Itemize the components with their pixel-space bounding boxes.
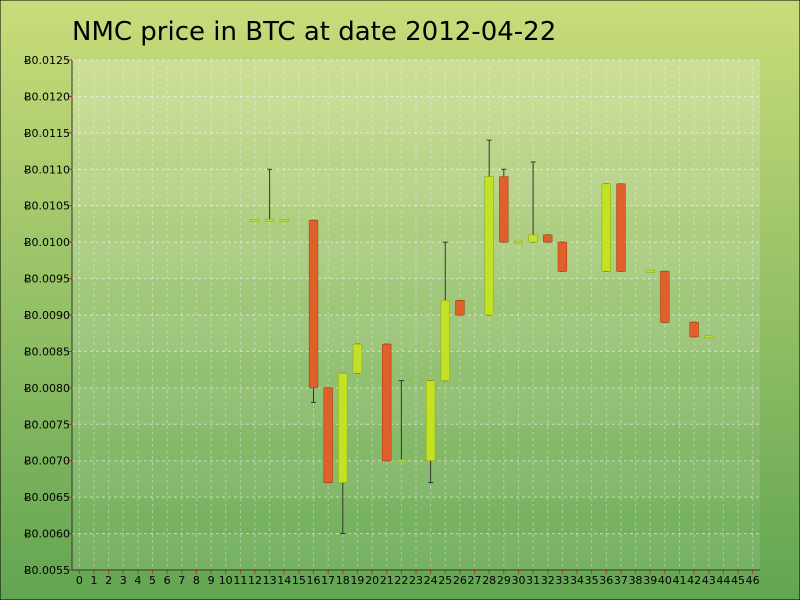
x-tick-label: 20 [365,574,379,587]
y-tick-label: Ƀ0.0085 [24,345,70,358]
x-tick-label: 33 [555,574,569,587]
x-tick-label: 18 [336,574,350,587]
x-tick-label: 32 [541,574,555,587]
candle-body-up [425,380,436,462]
x-tick-label: 0 [76,574,83,587]
x-tick-label: 5 [149,574,156,587]
candle-body-up [440,300,450,381]
candle-body-up [264,218,275,222]
candle-body-down [616,183,626,272]
candle-body-up [704,335,714,339]
plot-area: Ƀ0.0055 Ƀ0.0060 Ƀ0.0065 Ƀ0.0070 Ƀ0.0075 Ƀ0.00… [24,54,760,587]
x-tick-label: 3 [120,574,127,587]
x-tick-label: 27 [468,574,482,587]
x-tick-label: 1 [90,574,97,587]
x-tick-label: 2 [105,574,112,587]
candle-body-up [601,183,611,272]
grid-band [72,533,760,570]
candle-body-down [660,270,670,323]
x-tick-label: 7 [178,574,185,587]
x-tick-label: 42 [687,574,701,587]
x-tick-label: 44 [716,574,730,587]
candle-body-down [543,234,553,243]
candle-body-up [645,269,655,273]
x-tick-label: 14 [277,574,291,587]
candle-body-up [338,372,348,483]
x-tick-label: 35 [585,574,599,587]
x-tick-label: 8 [193,574,200,587]
candle-body-down [308,219,319,389]
x-tick-label: 40 [658,574,672,587]
y-tick-label: Ƀ0.0120 [24,90,70,103]
x-tick-label: 46 [746,574,760,587]
y-tick-label: Ƀ0.0115 [24,127,70,140]
x-tick-label: 37 [614,574,628,587]
x-tick-label: 36 [599,574,613,587]
x-tick-label: 28 [482,574,496,587]
x-tick-label: 45 [731,574,745,587]
x-tick-label: 34 [570,574,584,587]
x-tick-label: 41 [672,574,686,587]
candle-body-down [323,387,333,483]
x-tick-label: 21 [380,574,394,587]
grid-band [72,169,760,206]
candle-body-down [499,176,509,243]
candle-body-up [513,240,524,244]
x-tick-label: 43 [702,574,716,587]
grid-band [72,242,760,279]
y-tick-label: Ƀ0.0065 [24,491,70,504]
y-tick-label: Ƀ0.0100 [24,236,70,249]
candle-body-down [689,321,699,338]
x-tick-label: 23 [409,574,423,587]
x-tick-label: 6 [164,574,171,587]
x-tick-label: 9 [208,574,215,587]
y-tick-label: Ƀ0.0080 [24,382,70,395]
x-tick-label: 13 [263,574,277,587]
grid-band [72,460,760,498]
x-tick-label: 4 [134,574,141,587]
x-tick-label: 15 [292,574,306,587]
candle-body-up [279,218,289,222]
x-tick-label: 19 [350,574,364,587]
chart-title: NMC price in BTC at date 2012-04-22 [72,17,556,47]
x-tick-label: 10 [219,574,233,587]
y-tick-label: Ƀ0.0125 [24,54,70,67]
y-tick-label: Ƀ0.0070 [24,455,70,468]
y-tick-label: Ƀ0.0055 [24,564,70,577]
x-tick-label: 31 [526,574,540,587]
y-tick-label: Ƀ0.0090 [24,309,70,322]
grid-band [72,96,760,133]
candle-body-up [528,234,538,243]
candle-body-up [484,176,494,316]
candle-body-down [557,241,568,272]
candle-body-up [250,218,260,222]
x-tick-label: 39 [643,574,657,587]
x-tick-label: 30 [511,574,525,587]
y-tick-label: Ƀ0.0105 [24,200,70,213]
x-tick-label: 26 [453,574,467,587]
candle-body-down [455,300,465,316]
y-tick-label: Ƀ0.0075 [24,418,70,431]
x-tick-label: 22 [394,574,408,587]
candle-body-up [396,459,407,463]
x-tick-label: 24 [424,574,438,587]
y-tick-label: Ƀ0.0060 [24,528,70,541]
x-tick-label: 38 [629,574,643,587]
candle-body-down [382,343,392,462]
x-tick-label: 29 [497,574,511,587]
y-tick-label: Ƀ0.0110 [24,163,70,176]
candle-body-up [352,343,363,374]
x-tick-label: 25 [438,574,452,587]
x-tick-label: 12 [248,574,262,587]
x-tick-label: 17 [321,574,335,587]
grid-band [72,315,760,352]
x-tick-label: 11 [233,574,247,587]
y-tick-label: Ƀ0.0095 [24,273,70,286]
x-tick-label: 16 [307,574,321,587]
grid-band [72,387,760,425]
